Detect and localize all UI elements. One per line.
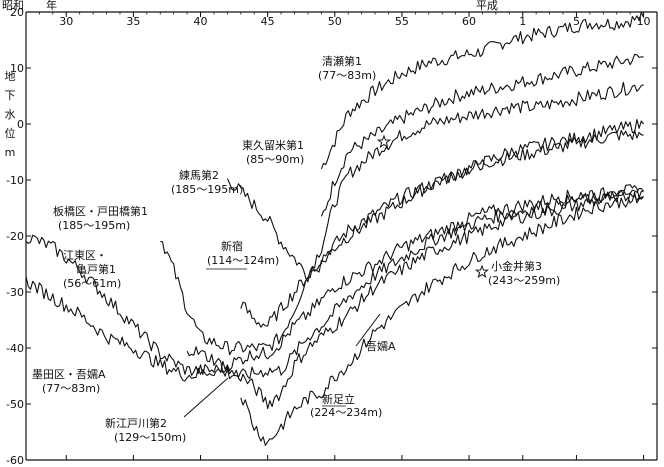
series-label: 新江戸川第2 xyxy=(105,416,167,430)
star-marker-koganei xyxy=(474,264,490,279)
series-line-7 xyxy=(186,190,644,410)
series-line-2 xyxy=(226,81,644,283)
series-label: 板橋区・戸田橋第1 xyxy=(53,204,148,218)
showa-year-label: 年 xyxy=(46,0,57,12)
x-tick-label: 50 xyxy=(328,15,342,28)
series-label: 東久留米第1 xyxy=(242,138,304,152)
y-axis-title-char: 地 xyxy=(5,70,16,83)
x-tick-label: 30 xyxy=(59,15,73,28)
x-tick-label: 45 xyxy=(261,15,275,28)
x-tick-label: 40 xyxy=(194,15,208,28)
series-label: (185～195m) xyxy=(171,183,243,196)
y-tick-label: -60 xyxy=(6,454,24,467)
series-label: 新宿 xyxy=(221,239,243,253)
series-label: 吾嬬A xyxy=(366,339,396,353)
series-label: 江東区・ xyxy=(63,249,107,262)
series-line-6 xyxy=(25,187,645,382)
series-label: 新足立 xyxy=(322,392,355,406)
series-label: (129～150m) xyxy=(114,431,186,444)
series-line-8 xyxy=(240,192,644,447)
y-tick-label: -50 xyxy=(6,398,24,411)
series-line-0 xyxy=(320,11,645,170)
y-tick-label: 10 xyxy=(10,62,24,75)
y-tick-label: -20 xyxy=(6,230,24,243)
series-label: 清瀬第1 xyxy=(322,54,362,68)
series-label: 小金井第3 xyxy=(491,259,542,273)
heisei-era-label: 平成 xyxy=(476,0,498,12)
series-label: 練馬第2 xyxy=(179,168,219,182)
y-axis-title-char: 下 xyxy=(5,89,16,102)
showa-era-label: 昭和 xyxy=(2,0,24,12)
y-axis-title-char: 位 xyxy=(5,126,16,140)
y-ticks: 20 10 0 -10 -20 -30 -40 -50 -60 xyxy=(6,6,657,467)
series-label: (77～83m) xyxy=(318,69,376,82)
y-tick-label: -40 xyxy=(6,342,24,355)
series-label: (243～259m) xyxy=(488,274,560,287)
leader-line-azuma xyxy=(355,313,381,347)
series-label: (77～83m) xyxy=(42,382,100,395)
series-line-3 xyxy=(160,129,644,356)
star-markers xyxy=(376,134,490,279)
series-label: (185～195m) xyxy=(58,219,130,232)
series-line-4 xyxy=(240,118,645,328)
x-tick-label: 55 xyxy=(395,15,409,28)
y-tick-label: -30 xyxy=(6,286,24,299)
leader-line-shin-edogawa xyxy=(183,377,229,418)
series-label: (56～61m) xyxy=(63,277,121,290)
series-label: (114～124m) xyxy=(207,254,279,267)
series-label: 亀戸第1 xyxy=(76,262,116,276)
y-tick-label: 0 xyxy=(17,118,24,131)
series-line-1 xyxy=(320,53,644,217)
series-label: 墨田区・吾嬬A xyxy=(32,367,106,381)
star-marker-higashikurume xyxy=(376,134,392,149)
series-label: (85～90m) xyxy=(246,153,304,166)
series-lines xyxy=(25,11,645,447)
series-labels: 清瀬第1(77～83m)東久留米第1(85～90m)練馬第2(185～195m)… xyxy=(32,54,560,444)
series-label: (224～234m) xyxy=(310,406,382,419)
y-axis-title-char: 水 xyxy=(5,108,16,121)
x-tick-label: 60 xyxy=(462,15,476,28)
x-tick-label: 5 xyxy=(573,15,580,28)
x-tick-label: 35 xyxy=(126,15,140,28)
y-axis-title-char: m xyxy=(5,146,16,159)
y-tick-label: -10 xyxy=(6,174,24,187)
leader-lines xyxy=(183,313,381,418)
x-tick-label: 1 xyxy=(519,15,526,28)
y-tick-label: 20 xyxy=(10,6,24,19)
